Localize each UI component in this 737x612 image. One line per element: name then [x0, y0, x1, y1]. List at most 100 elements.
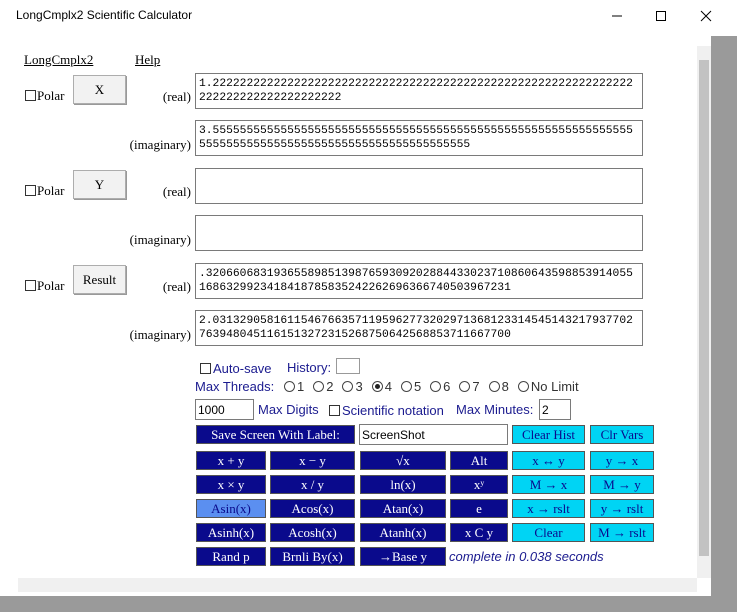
max-minutes-input[interactable]: 2	[539, 399, 571, 420]
polar-label: Polar	[37, 183, 65, 198]
real-label: (real)	[162, 89, 191, 104]
thread-label: 4	[384, 379, 392, 394]
menu-link[interactable]: LongCmplx2	[24, 52, 94, 67]
imag-label: (imaginary)	[129, 232, 191, 247]
max-threads-label: Max Threads:	[195, 379, 275, 394]
status: complete in 0.038 seconds	[449, 549, 604, 564]
thread-radio[interactable]: 1	[284, 379, 304, 394]
radio-circle[interactable]	[342, 381, 354, 392]
calc-button[interactable]: Atanh(x)	[360, 523, 446, 542]
imag-field[interactable]	[195, 215, 643, 251]
calc-button[interactable]: x → rslt	[512, 499, 585, 518]
thread-radio[interactable]: 5	[400, 379, 422, 394]
register-button[interactable]: X	[73, 75, 126, 104]
menu-link[interactable]: Help	[135, 52, 161, 67]
real-label: (real)	[162, 184, 191, 199]
calc-button[interactable]: Atan(x)	[360, 499, 446, 518]
scientific-label: Scientific notation	[342, 403, 444, 418]
real-field[interactable]: 1.22222222222222222222222222222222222222…	[195, 73, 643, 109]
autosave[interactable]: Auto-save	[200, 360, 272, 378]
autosave-label: Auto-save	[213, 361, 272, 376]
real-label: (real)	[162, 279, 191, 294]
calc-button[interactable]: x C y	[450, 523, 508, 542]
calc-button[interactable]: x / y	[270, 475, 355, 494]
thread-label: No Limit	[530, 379, 579, 394]
background-app	[0, 596, 737, 612]
checkbox[interactable]	[25, 185, 36, 196]
calc-button[interactable]: M → rslt	[590, 523, 654, 542]
calc-button[interactable]: Asinh(x)	[196, 523, 266, 542]
thread-radio[interactable]: 2	[313, 379, 333, 394]
window-title: LongCmplx2 Scientific Calculator	[16, 8, 193, 22]
polar-checkbox[interactable]: Polar	[25, 278, 64, 294]
register-button[interactable]: Result	[73, 265, 126, 294]
calc-button[interactable]: x × y	[196, 475, 266, 494]
history-dropdown[interactable]	[336, 358, 360, 374]
radio-circle[interactable]	[459, 381, 471, 392]
calc-button[interactable]: √x	[360, 451, 446, 470]
save-screen-button[interactable]: Save Screen With Label:	[196, 425, 355, 444]
history-label: History:	[287, 360, 332, 375]
radio-circle[interactable]	[284, 381, 295, 392]
polar-checkbox[interactable]: Polar	[25, 88, 64, 104]
thread-label: 5	[413, 379, 422, 394]
real-field[interactable]	[195, 168, 643, 204]
calc-button[interactable]: ln(x)	[360, 475, 446, 494]
calc-button[interactable]: Brnli By(x)	[270, 547, 355, 566]
calc-button[interactable]: x + y	[196, 451, 266, 470]
label-input[interactable]: ScreenShot	[359, 424, 508, 445]
calc-button[interactable]: M → x	[512, 475, 585, 494]
calc-button[interactable]: x ↔ y	[512, 451, 585, 470]
max-digits-input[interactable]: 1000	[195, 399, 254, 420]
thread-label: 1	[297, 379, 305, 394]
calc-button[interactable]: Asin(x)	[196, 499, 266, 518]
thread-options: 1 2 3 4 5 6 7 8 No Limit	[284, 379, 579, 394]
real-field[interactable]: .320660683193655898513987659309202884433…	[195, 263, 643, 299]
thread-radio[interactable]: 4	[371, 379, 392, 394]
clear-hist-button[interactable]: Clear Hist	[512, 425, 585, 444]
thread-radio[interactable]: 8	[488, 379, 509, 394]
radio-circle[interactable]	[313, 381, 325, 392]
calc-button[interactable]: →Base y	[360, 547, 446, 566]
radio-circle[interactable]	[430, 381, 442, 392]
max-minutes-label: Max Minutes:	[456, 402, 534, 417]
calc-button[interactable]: y → rslt	[590, 499, 654, 518]
polar-checkbox[interactable]: Polar	[25, 183, 64, 199]
polar-label: Polar	[37, 278, 65, 293]
background-app	[711, 36, 737, 612]
radio-circle[interactable]	[371, 381, 383, 392]
calc-button[interactable]: Rand p	[196, 547, 266, 566]
checkbox[interactable]	[25, 280, 36, 291]
clear-vars-button[interactable]: Clr Vars	[590, 425, 654, 444]
calc-button[interactable]: Alt	[450, 451, 508, 470]
checkbox[interactable]	[25, 90, 36, 101]
thread-label: 6	[443, 379, 451, 394]
calc-button[interactable]: Acosh(x)	[270, 523, 355, 542]
calc-button[interactable]: Clear	[512, 523, 585, 542]
scroll-thumb[interactable]	[699, 60, 709, 556]
radio-circle[interactable]	[488, 381, 500, 392]
imag-field[interactable]: 3.55555555555555555555555555555555555555…	[195, 120, 643, 156]
thread-radio[interactable]: 7	[459, 379, 480, 394]
calc-button[interactable]: xʸ	[450, 475, 508, 494]
calc-button[interactable]: Acos(x)	[270, 499, 355, 518]
horizontal-scrollbar[interactable]	[18, 578, 697, 592]
thread-radio[interactable]: No Limit	[517, 379, 579, 394]
scientific[interactable]: Scientific notation	[329, 402, 444, 420]
radio-circle[interactable]	[517, 381, 529, 392]
max-digits-label: Max Digits	[258, 402, 319, 417]
calc-button[interactable]: M → y	[590, 475, 654, 494]
thread-radio[interactable]: 3	[342, 379, 363, 394]
imag-field[interactable]: 2.03132905816115467663571195962773202971…	[195, 310, 643, 346]
window-controls[interactable]	[600, 8, 720, 24]
calc-button[interactable]: x − y	[270, 451, 355, 470]
calc-button[interactable]: y → x	[590, 451, 654, 470]
radio-circle[interactable]	[400, 381, 412, 392]
thread-label: 3	[355, 379, 363, 394]
calc-button[interactable]: e	[450, 499, 508, 518]
thread-label: 8	[501, 379, 509, 394]
register-button[interactable]: Y	[73, 170, 126, 199]
thread-radio[interactable]: 6	[430, 379, 450, 394]
